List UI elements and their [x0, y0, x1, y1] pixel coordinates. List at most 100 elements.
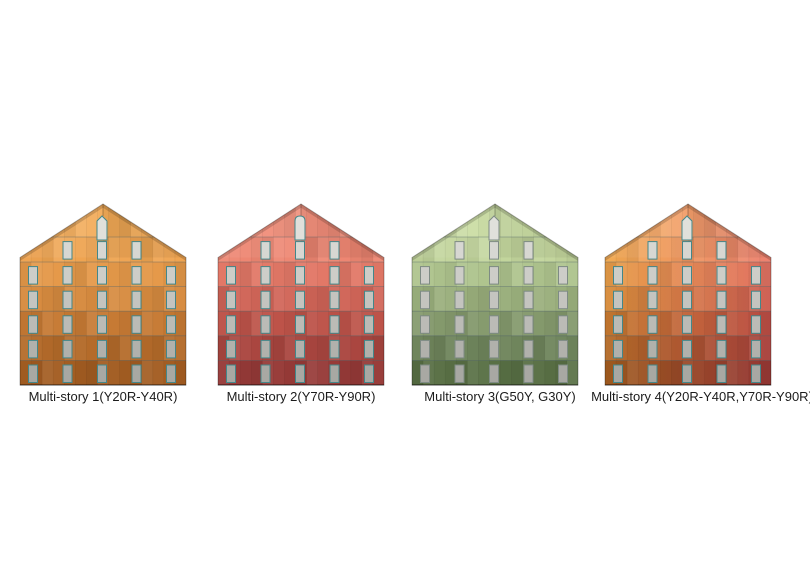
window	[364, 315, 374, 334]
window	[166, 315, 176, 334]
building-label-3: Multi-story 3(G50Y, G30Y)	[424, 389, 576, 404]
window	[28, 290, 38, 310]
window	[295, 266, 305, 285]
window	[751, 364, 761, 383]
building-outline-4	[604, 203, 772, 386]
window	[751, 266, 761, 285]
window	[295, 315, 305, 334]
window	[62, 266, 73, 285]
window	[454, 241, 465, 260]
window	[166, 290, 176, 310]
window	[558, 266, 568, 285]
window	[329, 315, 340, 334]
building-label-4: Multi-story 4(Y20R-Y40R,Y70R-Y90R)	[591, 389, 810, 404]
window	[131, 266, 142, 285]
window	[329, 266, 340, 285]
window	[420, 339, 430, 359]
window	[364, 290, 374, 310]
window	[28, 339, 38, 359]
window	[489, 241, 499, 260]
window	[97, 364, 107, 383]
building-4	[605, 204, 771, 385]
window	[716, 315, 727, 334]
window	[226, 315, 236, 334]
window	[613, 315, 623, 334]
window	[716, 290, 727, 310]
window	[647, 290, 658, 310]
window	[716, 339, 727, 359]
window	[613, 339, 623, 359]
window	[166, 266, 176, 285]
building-label-2: Multi-story 2(Y70R-Y90R)	[226, 389, 376, 404]
window	[260, 290, 271, 310]
window	[97, 339, 107, 359]
window	[613, 364, 623, 383]
window	[454, 339, 465, 359]
window	[558, 315, 568, 334]
window	[647, 315, 658, 334]
window	[489, 339, 499, 359]
window	[97, 266, 107, 285]
window	[454, 364, 465, 383]
window	[488, 215, 500, 241]
building-outline-3	[411, 203, 579, 386]
window	[613, 266, 623, 285]
window	[260, 266, 271, 285]
window	[751, 315, 761, 334]
window	[62, 290, 73, 310]
building-1	[20, 204, 186, 385]
window	[166, 339, 176, 359]
building-outline-1	[19, 203, 187, 386]
window	[28, 315, 38, 334]
window	[489, 364, 499, 383]
window	[613, 290, 623, 310]
window	[682, 241, 692, 260]
window	[295, 339, 305, 359]
window	[523, 339, 534, 359]
window	[329, 290, 340, 310]
window	[28, 266, 38, 285]
window	[647, 339, 658, 359]
window	[131, 241, 142, 260]
window	[226, 266, 236, 285]
window	[420, 266, 430, 285]
window	[682, 315, 692, 334]
window	[523, 364, 534, 383]
building-outline-2	[217, 203, 385, 386]
window	[28, 364, 38, 383]
window	[97, 290, 107, 310]
window	[329, 241, 340, 260]
window	[558, 339, 568, 359]
window	[682, 339, 692, 359]
window	[97, 241, 107, 260]
window	[226, 364, 236, 383]
window	[96, 215, 108, 241]
window	[523, 290, 534, 310]
window	[329, 364, 340, 383]
window	[364, 364, 374, 383]
window	[62, 339, 73, 359]
window	[226, 339, 236, 359]
window	[260, 339, 271, 359]
window	[294, 215, 306, 241]
window	[260, 315, 271, 334]
window	[97, 315, 107, 334]
window	[681, 215, 693, 241]
window	[131, 315, 142, 334]
window	[523, 315, 534, 334]
window	[489, 315, 499, 334]
building-2	[218, 204, 384, 385]
window	[647, 241, 658, 260]
window	[295, 290, 305, 310]
window	[420, 290, 430, 310]
window	[295, 241, 305, 260]
window	[420, 315, 430, 334]
window	[131, 364, 142, 383]
window	[454, 266, 465, 285]
window	[489, 290, 499, 310]
window	[751, 339, 761, 359]
window	[420, 364, 430, 383]
window	[131, 290, 142, 310]
window	[682, 290, 692, 310]
